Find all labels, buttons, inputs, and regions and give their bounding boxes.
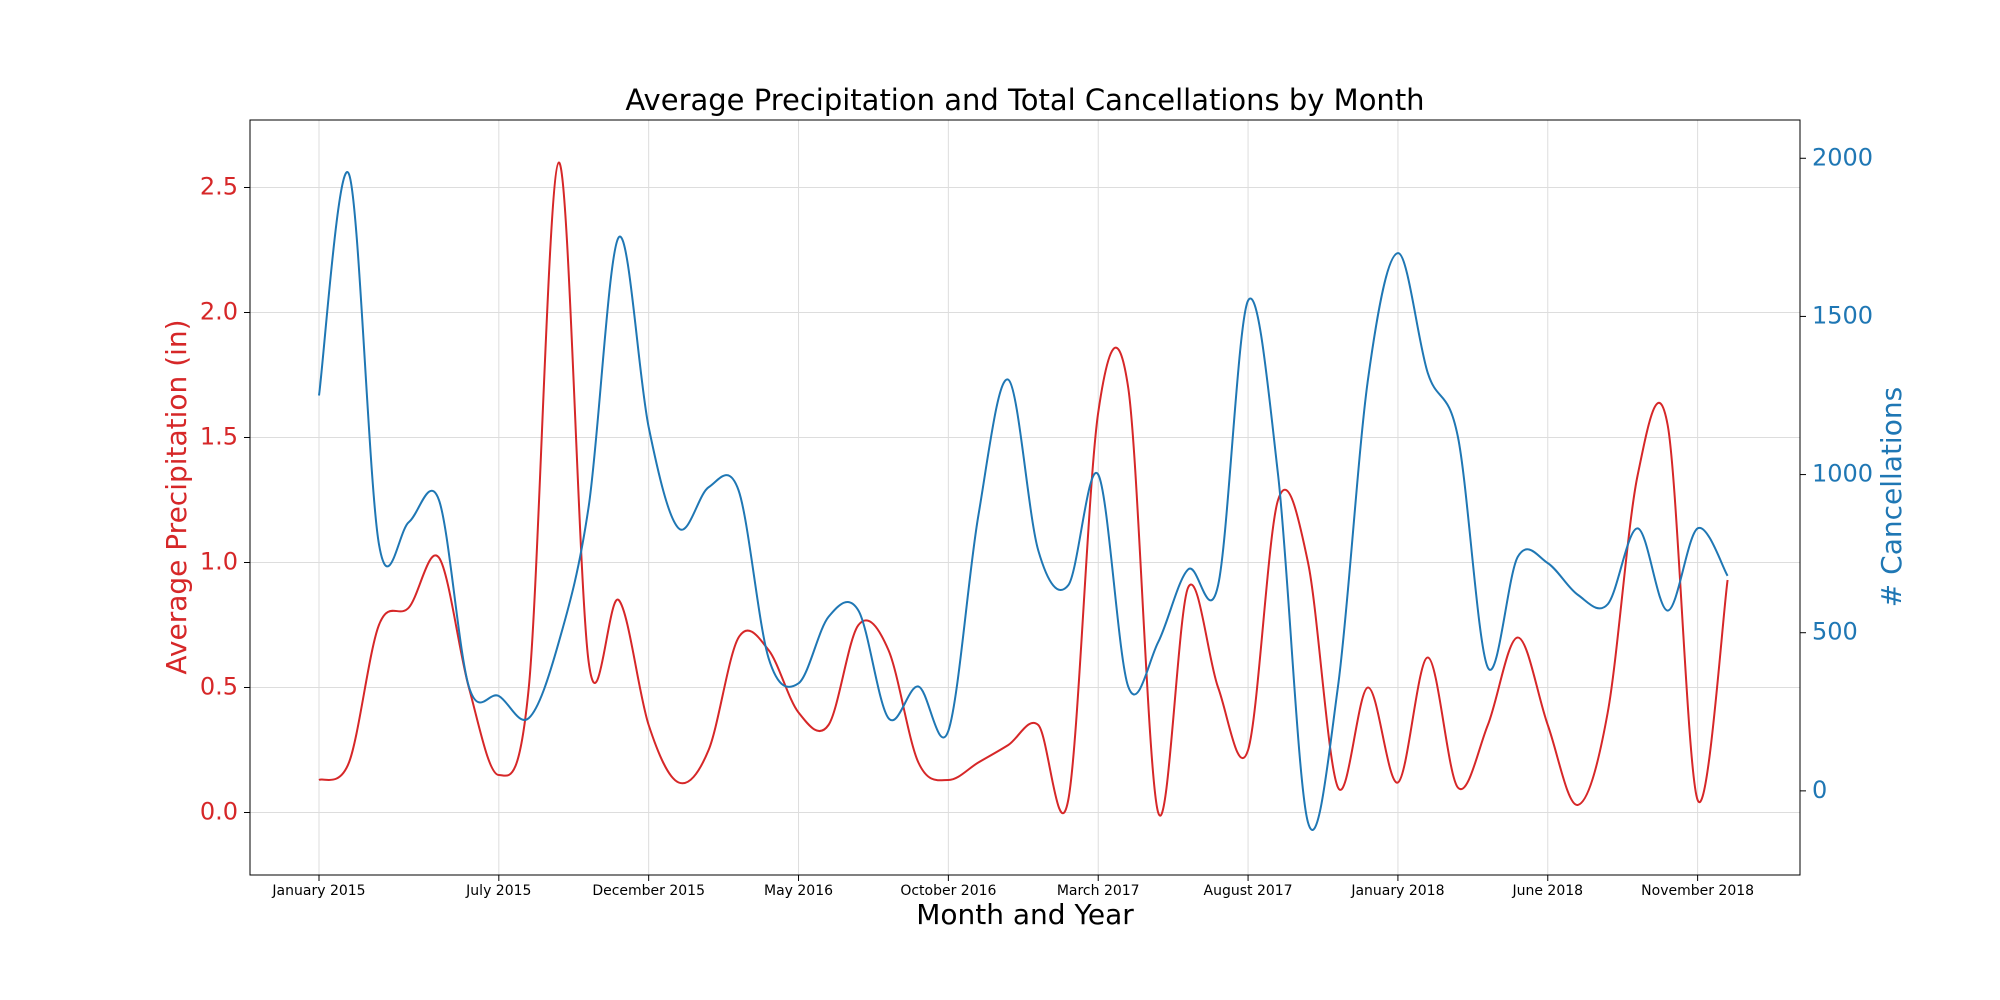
data-line — [318, 161, 1729, 817]
y2-tick-label: 1500 — [1812, 301, 1873, 329]
y2-tick-label: 2000 — [1812, 143, 1873, 171]
y-tick-label: 0.0 — [200, 798, 238, 826]
y-tick-label: 1.0 — [200, 548, 238, 576]
x-tick-label: July 2015 — [465, 883, 531, 899]
x-tick-label: June 2018 — [1511, 883, 1583, 899]
y-tick-label: 2.5 — [200, 173, 238, 201]
x-tick-label: May 2016 — [764, 883, 833, 899]
plot-frame — [249, 119, 1801, 876]
y2-tick-label: 500 — [1812, 618, 1858, 646]
x-tick-label: November 2018 — [1641, 883, 1754, 899]
y2-tick-label: 0 — [1812, 776, 1827, 804]
x-tick-label: December 2015 — [592, 883, 705, 899]
y-axis-label: Average Precipitation (in) — [160, 319, 193, 674]
y2-tick-label: 1000 — [1812, 460, 1873, 488]
data-line — [318, 171, 1729, 831]
y-tick-label: 0.5 — [200, 673, 238, 701]
y-tick-label: 1.5 — [200, 423, 238, 451]
y2-axis-label: # Cancellations — [1875, 387, 1908, 607]
x-tick-label: January 2015 — [271, 883, 365, 899]
y-tick-label: 2.0 — [200, 298, 238, 326]
x-axis-label: Month and Year — [916, 898, 1134, 931]
x-tick-label: August 2017 — [1204, 883, 1293, 899]
chart-title: Average Precipitation and Total Cancella… — [625, 83, 1424, 117]
x-tick-label: January 2018 — [1350, 883, 1444, 899]
x-tick-label: March 2017 — [1057, 883, 1140, 899]
x-tick-label: October 2016 — [900, 883, 996, 899]
